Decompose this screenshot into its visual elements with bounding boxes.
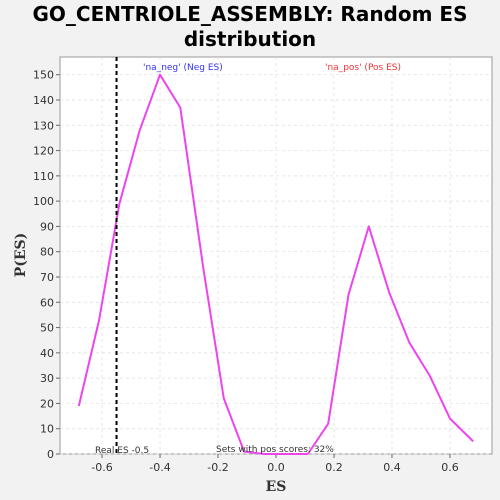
y-tick-label: 90: [40, 220, 54, 233]
x-tick-label: -0.2: [207, 461, 228, 474]
chart-title: GO_CENTRIOLE_ASSEMBLY: Random ES distrib…: [0, 2, 500, 52]
x-axis: -0.6 -0.4 -0.2 0.0 0.2 0.4 0.6: [91, 454, 459, 474]
series-line-0: [77, 73, 308, 455]
x-axis-label: ES: [266, 479, 287, 495]
y-tick-label: 30: [40, 372, 54, 385]
x-tick-label: 0.2: [325, 461, 343, 474]
x-tick-label: 0.4: [383, 461, 401, 474]
y-tick-label: 140: [33, 94, 54, 107]
y-tick-label: 60: [40, 296, 54, 309]
x-tick-label: -0.4: [149, 461, 170, 474]
y-tick-label: 40: [40, 347, 54, 360]
real-es-annotation: Real ES -0.5: [95, 446, 149, 456]
y-axis-label: P(ES): [13, 233, 29, 278]
y-tick-label: 150: [33, 69, 54, 82]
y-tick-label: 70: [40, 271, 54, 284]
y-tick-label: 50: [40, 322, 54, 335]
y-axis: 0 10 20 30 40 50 60 70 80 90 100 110 120 130 140 150: [33, 69, 60, 461]
y-tick-label: 80: [40, 246, 54, 259]
chart-title-line-1: GO_CENTRIOLE_ASSEMBLY: Random ES: [32, 2, 468, 26]
series-lines: [77, 73, 474, 455]
pos-scores-annotation: Sets with pos scores: 32%: [216, 445, 334, 455]
y-tick-label: 110: [33, 170, 54, 183]
y-tick-label: 10: [40, 423, 54, 436]
legend-neg-es: 'na_neg' (Neg ES): [143, 63, 223, 73]
grid-lines: [60, 57, 492, 455]
x-tick-label: 0.6: [441, 461, 459, 474]
y-tick-label: 130: [33, 119, 54, 132]
y-tick-label: 100: [33, 195, 54, 208]
y-tick-label: 120: [33, 145, 54, 158]
chart-title-line-2: distribution: [183, 27, 317, 51]
x-tick-label: -0.6: [91, 461, 112, 474]
legend-pos-es: 'na_pos' (Pos ES): [325, 63, 401, 73]
y-tick-label: 20: [40, 397, 54, 410]
series-line-1: [307, 225, 474, 455]
y-tick-label: 0: [47, 448, 54, 461]
x-tick-label: 0.0: [267, 461, 285, 474]
